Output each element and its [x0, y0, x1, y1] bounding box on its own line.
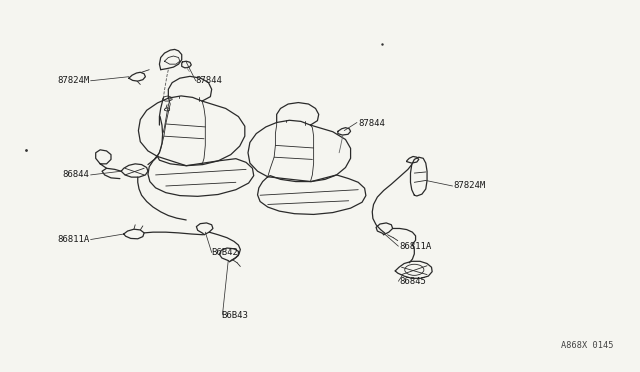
Text: B6B42: B6B42 [212, 248, 239, 257]
Text: 86811A: 86811A [57, 235, 90, 244]
Text: 87824M: 87824M [57, 76, 90, 85]
Text: 86811A: 86811A [399, 243, 432, 251]
Text: 87844: 87844 [196, 76, 223, 85]
Text: 87844: 87844 [358, 119, 385, 128]
Text: 86845: 86845 [399, 278, 426, 286]
Text: A868X 0145: A868X 0145 [561, 341, 613, 350]
Text: 86844: 86844 [63, 170, 90, 179]
Text: B6B43: B6B43 [221, 311, 248, 320]
Text: 87824M: 87824M [454, 182, 486, 190]
